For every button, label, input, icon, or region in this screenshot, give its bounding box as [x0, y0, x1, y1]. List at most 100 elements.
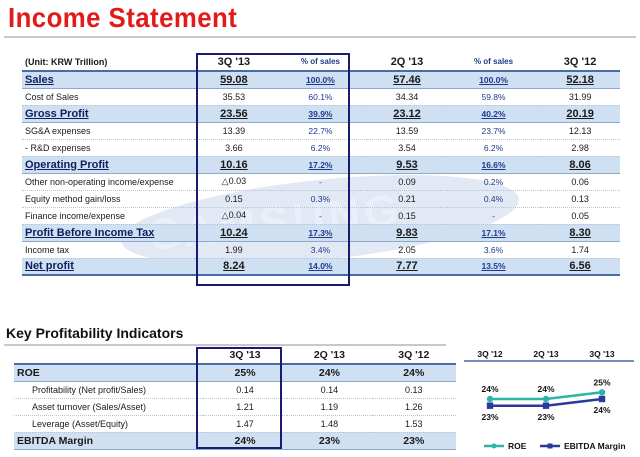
pct-2q13: 17.1% — [446, 224, 541, 242]
value-2q13: 0.09 — [367, 173, 447, 191]
value-3q12: 6.56 — [540, 258, 620, 276]
pct-3q13: 22.7% — [273, 122, 368, 140]
kpi-row: ROE 25% 24% 24% — [14, 364, 456, 382]
chart-category-label: 3Q '12 — [477, 349, 502, 359]
value-3q12: 12.13 — [540, 122, 620, 140]
row-label: Other non-operating income/expense — [22, 173, 194, 191]
row-label: - R&D expenses — [22, 139, 194, 157]
pct-3q13: 39.9% — [273, 105, 368, 123]
row-label: SG&A expenses — [22, 122, 194, 140]
table-row: - R&D expenses 3.66 6.2% 3.54 6.2% 2.98 — [22, 139, 620, 157]
table-row: Profit Before Income Tax 10.24 17.3% 9.83 17… — [22, 224, 620, 242]
value-3q12: 0.13 — [540, 190, 620, 208]
pct-3q13: 0.3% — [273, 190, 368, 208]
kpi-value-3q12: 1.26 — [371, 398, 456, 416]
table-row: Cost of Sales 35.53 60.1% 34.34 59.8% 31.99 — [22, 88, 620, 106]
pct-2q13: 100.0% — [446, 71, 541, 89]
kpi-divider — [4, 344, 446, 346]
kpi-header-row: 3Q '13 2Q '13 3Q '12 — [14, 347, 456, 365]
kpi-row-label: ROE — [14, 364, 203, 382]
data-label: 23% — [537, 412, 554, 422]
value-3q12: 31.99 — [540, 88, 620, 106]
ebitda-point — [542, 402, 550, 409]
row-label: Operating Profit — [22, 156, 194, 174]
ebitda-point — [598, 395, 606, 403]
kpi-row-label: Profitability (Net profit/Sales) — [14, 381, 203, 399]
legend-marker — [547, 443, 553, 449]
value-3q12: 1.74 — [540, 241, 620, 259]
table-row: Finance income/expense △0.04-0.15-0.05 — [22, 207, 620, 225]
value-3q13: 8.24 — [194, 258, 274, 276]
column-header: % of sales — [446, 53, 541, 72]
value-3q12: 20.19 — [540, 105, 620, 123]
column-header: 3Q '13 — [194, 53, 274, 72]
table-row: Equity method gain/loss 0.15 0.3% 0.21 0.4% 0… — [22, 190, 620, 208]
value-2q13: 57.46 — [367, 71, 447, 89]
pct-2q13: 3.6% — [446, 241, 541, 259]
value-2q13: 0.21 — [367, 190, 447, 208]
chart-category-label: 3Q '13 — [589, 349, 614, 359]
value-2q13: 9.53 — [367, 156, 447, 174]
kpi-value-3q13: 25% — [202, 364, 288, 382]
row-label: Finance income/expense — [22, 207, 194, 225]
pct-2q13: 0.4% — [446, 190, 541, 208]
roe-point — [542, 395, 550, 403]
data-label: 24% — [481, 384, 498, 394]
value-3q12: 2.98 — [540, 139, 620, 157]
value-3q13: 1.99 — [194, 241, 274, 259]
pct-3q13: 17.2% — [273, 156, 368, 174]
value-2q13: 9.83 — [367, 224, 447, 242]
data-label: 23% — [481, 412, 498, 422]
pct-2q13: - — [446, 207, 541, 225]
column-header: 3Q '12 — [540, 53, 620, 72]
pct-3q13: 17.3% — [273, 224, 368, 242]
kpi-header-blank — [14, 347, 203, 365]
title-divider — [4, 36, 636, 38]
row-label: Profit Before Income Tax — [22, 224, 194, 242]
value-3q12: 0.05 — [540, 207, 620, 225]
kpi-value-3q13: 1.47 — [202, 415, 288, 433]
kpi-row-label: Asset turnover (Sales/Asset) — [14, 398, 203, 416]
pct-3q13: 100.0% — [273, 71, 368, 89]
row-label: Sales — [22, 71, 194, 89]
value-3q13: 3.66 — [194, 139, 274, 157]
kpi-value-3q13: 1.21 — [202, 398, 288, 416]
table-row: Net profit 8.24 14.0% 7.77 13.5% 6.56 — [22, 258, 620, 276]
table-row: SG&A expenses 13.39 22.7% 13.59 23.7% 12.13 — [22, 122, 620, 140]
pct-2q13: 23.7% — [446, 122, 541, 140]
kpi-value-2q13: 1.19 — [287, 398, 372, 416]
row-label: Net profit — [22, 258, 194, 276]
row-label: Gross Profit — [22, 105, 194, 123]
value-2q13: 34.34 — [367, 88, 447, 106]
kpi-row: Leverage (Asset/Equity) 1.47 1.48 1.53 — [14, 415, 456, 433]
kpi-row-label: EBITDA Margin — [14, 432, 203, 450]
column-header: % of sales — [273, 53, 368, 72]
legend-label: ROE — [508, 441, 527, 451]
value-2q13: 2.05 — [367, 241, 447, 259]
kpi-value-3q12: 0.13 — [371, 381, 456, 399]
data-label: 24% — [593, 405, 610, 415]
table-row: Income tax 1.99 3.4% 2.05 3.6% 1.74 — [22, 241, 620, 259]
table-row: Gross Profit 23.56 39.9% 23.12 40.2% 20.19 — [22, 105, 620, 123]
kpi-column-header: 2Q '13 — [287, 347, 372, 365]
kpi-row-label: Leverage (Asset/Equity) — [14, 415, 203, 433]
value-2q13: 23.12 — [367, 105, 447, 123]
data-label: 24% — [537, 384, 554, 394]
roe-point — [598, 389, 606, 396]
value-3q13: 59.08 — [194, 71, 274, 89]
value-3q13: 10.16 — [194, 156, 274, 174]
roe-ebitda-line-chart: 3Q '12 2Q '13 3Q '13 24% 24% 25% 23% 23% 24% ROE E… — [464, 349, 634, 451]
value-3q13: △0.03 — [194, 173, 274, 191]
pct-2q13: 59.8% — [446, 88, 541, 106]
ebitda-point — [486, 402, 494, 409]
value-2q13: 0.15 — [367, 207, 447, 225]
row-label: Equity method gain/loss — [22, 190, 194, 208]
kpi-value-2q13: 0.14 — [287, 381, 372, 399]
kpi-table: 3Q '13 2Q '13 3Q '12 ROE 25% 24% 24% Profitabil… — [14, 347, 456, 450]
row-label: Income tax — [22, 241, 194, 259]
kpi-value-3q12: 1.53 — [371, 415, 456, 433]
legend-label: EBITDA Margin — [564, 441, 626, 451]
data-label: 25% — [593, 377, 610, 387]
kpi-column-header: 3Q '12 — [371, 347, 456, 365]
column-header: 2Q '13 — [367, 53, 447, 72]
